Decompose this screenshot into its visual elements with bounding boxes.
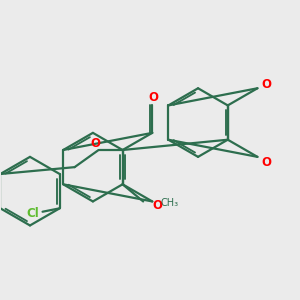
Text: O: O — [90, 136, 100, 150]
Text: O: O — [261, 78, 271, 91]
Text: O: O — [152, 199, 162, 212]
Text: O: O — [261, 155, 271, 169]
Text: CH₃: CH₃ — [160, 198, 178, 208]
Text: O: O — [148, 92, 158, 104]
Text: Cl: Cl — [26, 207, 39, 220]
